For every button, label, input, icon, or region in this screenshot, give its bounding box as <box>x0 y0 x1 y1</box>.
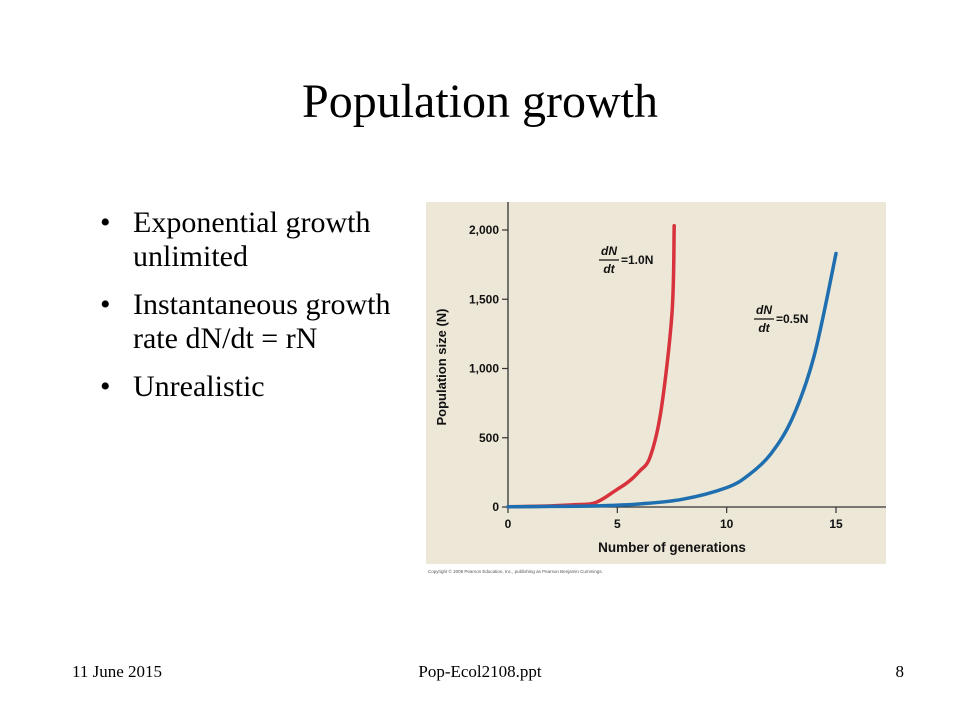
x-tick-label: 10 <box>720 517 734 531</box>
copyright-note: Copyright © 2008 Pearson Education, Inc.… <box>428 568 603 574</box>
series-label-r-0-5: dN dt =0.5N <box>754 303 808 335</box>
x-tick-label: 5 <box>614 517 621 531</box>
y-axis-title: Population size (N) <box>434 309 449 426</box>
y-tick-label: 0 <box>492 500 499 514</box>
y-tick-label: 1,000 <box>469 362 499 376</box>
x-tick-label: 15 <box>829 517 843 531</box>
bullet-text: Exponential growth unlimited <box>133 206 371 273</box>
label-denominator: dt <box>758 321 770 335</box>
line-chart: 0 500 1,000 1,500 2,000 0 5 10 15 Number of gene… <box>426 202 886 574</box>
slide-title: Population growth <box>302 75 658 128</box>
label-numerator: dN <box>756 303 772 317</box>
footer-page-number: 8 <box>895 662 905 681</box>
series-label-r-1-0: dN dt =1.0N <box>599 244 653 276</box>
population-growth-figure: 0 500 1,000 1,500 2,000 0 5 10 15 Number of gene… <box>426 202 886 578</box>
footer-date: 11 June 2015 <box>72 662 163 681</box>
x-axis-title: Number of generations <box>598 540 746 555</box>
bullet-dot: • <box>100 370 111 403</box>
bullet-text: Instantaneous growth rate dN/dt = rN <box>133 288 391 355</box>
series-line-r-0-5 <box>506 251 838 509</box>
bullet-item: • Instantaneous growth rate dN/dt = rN <box>100 288 430 356</box>
x-tick-label: 0 <box>505 517 512 531</box>
bullet-text: Unrealistic <box>133 370 265 403</box>
label-numerator: dN <box>601 244 617 258</box>
y-tick-label: 500 <box>479 431 499 445</box>
bullet-item: • Exponential growth unlimited <box>100 206 430 274</box>
label-rhs: =1.0N <box>621 253 653 267</box>
bullet-list: • Exponential growth unlimited • Instant… <box>100 206 430 418</box>
label-rhs: =0.5N <box>776 312 808 326</box>
footer-filename: Pop-Ecol2108.ppt <box>418 662 542 681</box>
bullet-dot: • <box>100 288 111 321</box>
bullet-item: • Unrealistic <box>100 370 430 404</box>
bullet-dot: • <box>100 206 111 239</box>
label-denominator: dt <box>603 262 615 276</box>
y-tick-label: 2,000 <box>469 223 499 237</box>
y-tick-label: 1,500 <box>469 292 499 306</box>
